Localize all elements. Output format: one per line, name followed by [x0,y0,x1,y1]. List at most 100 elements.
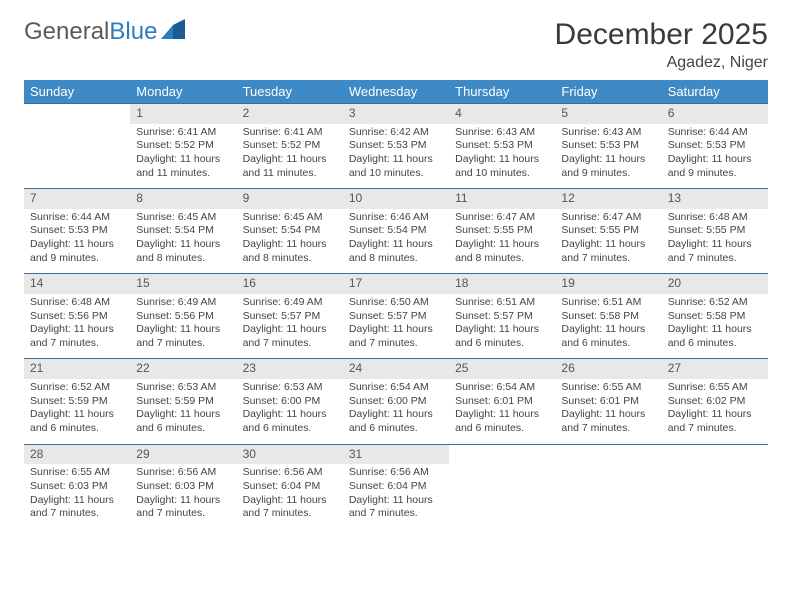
daylight-text: Daylight: 11 hours and 8 minutes. [349,238,443,265]
sunset-text: Sunset: 5:52 PM [243,139,337,153]
header: GeneralBlue December 2025 Agadez, Niger [24,18,768,72]
cell-body: Sunrise: 6:54 AMSunset: 6:00 PMDaylight:… [343,379,449,444]
calendar-cell: 25Sunrise: 6:54 AMSunset: 6:01 PMDayligh… [449,359,555,444]
daylight-text: Daylight: 11 hours and 7 minutes. [243,323,337,350]
calendar-cell: 13Sunrise: 6:48 AMSunset: 5:55 PMDayligh… [662,189,768,274]
daylight-text: Daylight: 11 hours and 7 minutes. [561,408,655,435]
calendar-cell: 11Sunrise: 6:47 AMSunset: 5:55 PMDayligh… [449,189,555,274]
cell-body: Sunrise: 6:56 AMSunset: 6:03 PMDaylight:… [130,464,236,529]
sunrise-text: Sunrise: 6:44 AM [30,211,124,225]
daylight-text: Daylight: 11 hours and 8 minutes. [455,238,549,265]
calendar-cell: 30Sunrise: 6:56 AMSunset: 6:04 PMDayligh… [237,444,343,529]
daylight-text: Daylight: 11 hours and 6 minutes. [243,408,337,435]
calendar-cell [662,444,768,529]
cell-body: Sunrise: 6:49 AMSunset: 5:56 PMDaylight:… [130,294,236,359]
day-number: 23 [237,359,343,379]
daylight-text: Daylight: 11 hours and 8 minutes. [243,238,337,265]
sunset-text: Sunset: 5:53 PM [561,139,655,153]
calendar-cell: 21Sunrise: 6:52 AMSunset: 5:59 PMDayligh… [24,359,130,444]
cell-body: Sunrise: 6:53 AMSunset: 5:59 PMDaylight:… [130,379,236,444]
calendar-cell: 10Sunrise: 6:46 AMSunset: 5:54 PMDayligh… [343,189,449,274]
day-number: 5 [555,104,661,124]
day-number: 11 [449,189,555,209]
sunrise-text: Sunrise: 6:55 AM [30,466,124,480]
calendar-body: 1Sunrise: 6:41 AMSunset: 5:52 PMDaylight… [24,104,768,529]
day-number: 12 [555,189,661,209]
cell-body: Sunrise: 6:45 AMSunset: 5:54 PMDaylight:… [130,209,236,274]
sunset-text: Sunset: 5:53 PM [30,224,124,238]
daylight-text: Daylight: 11 hours and 7 minutes. [136,323,230,350]
sunrise-text: Sunrise: 6:43 AM [561,126,655,140]
month-title: December 2025 [555,18,768,52]
calendar-week-row: 14Sunrise: 6:48 AMSunset: 5:56 PMDayligh… [24,274,768,359]
calendar-cell: 19Sunrise: 6:51 AMSunset: 5:58 PMDayligh… [555,274,661,359]
sunset-text: Sunset: 5:52 PM [136,139,230,153]
daylight-text: Daylight: 11 hours and 9 minutes. [30,238,124,265]
sunrise-text: Sunrise: 6:42 AM [349,126,443,140]
daylight-text: Daylight: 11 hours and 8 minutes. [136,238,230,265]
calendar-cell [555,444,661,529]
day-number: 27 [662,359,768,379]
cell-body: Sunrise: 6:56 AMSunset: 6:04 PMDaylight:… [237,464,343,529]
day-number: 18 [449,274,555,294]
calendar-cell: 3Sunrise: 6:42 AMSunset: 5:53 PMDaylight… [343,104,449,189]
title-block: December 2025 Agadez, Niger [555,18,768,72]
sunset-text: Sunset: 5:53 PM [455,139,549,153]
sunrise-text: Sunrise: 6:47 AM [561,211,655,225]
sunset-text: Sunset: 6:01 PM [561,395,655,409]
cell-body: Sunrise: 6:42 AMSunset: 5:53 PMDaylight:… [343,124,449,189]
sunrise-text: Sunrise: 6:41 AM [243,126,337,140]
daylight-text: Daylight: 11 hours and 6 minutes. [30,408,124,435]
sunset-text: Sunset: 5:53 PM [349,139,443,153]
day-header: Wednesday [343,80,449,104]
sunrise-text: Sunrise: 6:55 AM [668,381,762,395]
sunset-text: Sunset: 5:57 PM [349,310,443,324]
cell-body: Sunrise: 6:51 AMSunset: 5:58 PMDaylight:… [555,294,661,359]
daylight-text: Daylight: 11 hours and 7 minutes. [136,494,230,521]
calendar-cell [24,104,130,189]
day-number: 1 [130,104,236,124]
sunrise-text: Sunrise: 6:56 AM [349,466,443,480]
sunset-text: Sunset: 5:55 PM [455,224,549,238]
sunrise-text: Sunrise: 6:52 AM [668,296,762,310]
day-number: 17 [343,274,449,294]
sunset-text: Sunset: 6:03 PM [30,480,124,494]
sunset-text: Sunset: 6:00 PM [349,395,443,409]
sunrise-text: Sunrise: 6:54 AM [455,381,549,395]
day-number: 3 [343,104,449,124]
sunset-text: Sunset: 6:04 PM [349,480,443,494]
sunrise-text: Sunrise: 6:53 AM [136,381,230,395]
day-number [662,445,768,465]
cell-body: Sunrise: 6:52 AMSunset: 5:58 PMDaylight:… [662,294,768,359]
calendar-cell: 15Sunrise: 6:49 AMSunset: 5:56 PMDayligh… [130,274,236,359]
calendar-cell: 27Sunrise: 6:55 AMSunset: 6:02 PMDayligh… [662,359,768,444]
calendar-cell: 7Sunrise: 6:44 AMSunset: 5:53 PMDaylight… [24,189,130,274]
day-number [449,445,555,465]
sunset-text: Sunset: 5:55 PM [561,224,655,238]
calendar-cell: 8Sunrise: 6:45 AMSunset: 5:54 PMDaylight… [130,189,236,274]
calendar-table: Sunday Monday Tuesday Wednesday Thursday… [24,80,768,529]
calendar-cell: 31Sunrise: 6:56 AMSunset: 6:04 PMDayligh… [343,444,449,529]
daylight-text: Daylight: 11 hours and 11 minutes. [136,153,230,180]
brand-logo: GeneralBlue [24,18,187,46]
day-number: 9 [237,189,343,209]
day-number: 28 [24,445,130,465]
day-number: 31 [343,445,449,465]
sunset-text: Sunset: 5:54 PM [243,224,337,238]
calendar-cell: 20Sunrise: 6:52 AMSunset: 5:58 PMDayligh… [662,274,768,359]
calendar-cell: 22Sunrise: 6:53 AMSunset: 5:59 PMDayligh… [130,359,236,444]
calendar-cell: 17Sunrise: 6:50 AMSunset: 5:57 PMDayligh… [343,274,449,359]
cell-body [449,464,555,524]
location-label: Agadez, Niger [555,54,768,72]
cell-body: Sunrise: 6:48 AMSunset: 5:56 PMDaylight:… [24,294,130,359]
cell-body: Sunrise: 6:54 AMSunset: 6:01 PMDaylight:… [449,379,555,444]
calendar-cell: 5Sunrise: 6:43 AMSunset: 5:53 PMDaylight… [555,104,661,189]
day-header: Sunday [24,80,130,104]
sunrise-text: Sunrise: 6:56 AM [136,466,230,480]
sunset-text: Sunset: 5:54 PM [136,224,230,238]
brand-part1: General [24,18,109,46]
calendar-cell: 14Sunrise: 6:48 AMSunset: 5:56 PMDayligh… [24,274,130,359]
sunrise-text: Sunrise: 6:50 AM [349,296,443,310]
cell-body [555,464,661,524]
calendar-cell: 16Sunrise: 6:49 AMSunset: 5:57 PMDayligh… [237,274,343,359]
